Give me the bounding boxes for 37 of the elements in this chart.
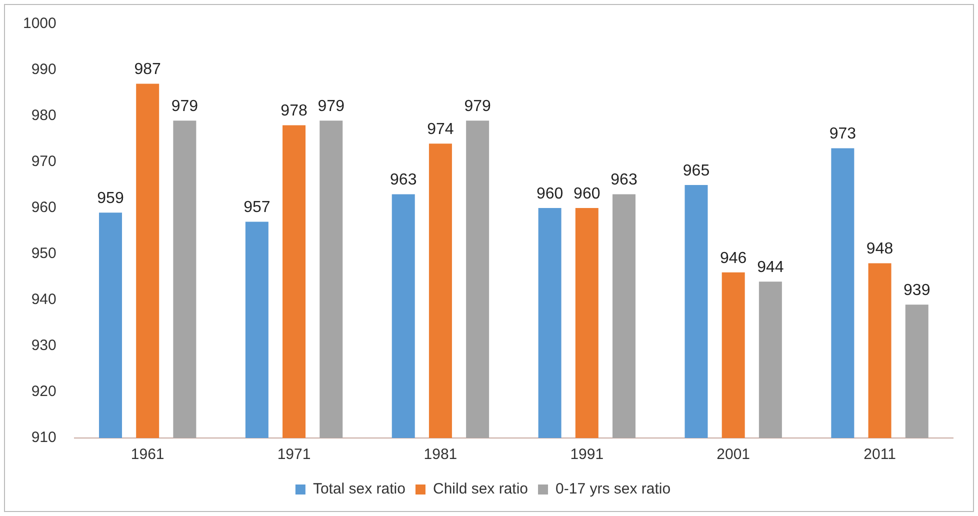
x-tick-label: 1971 — [277, 446, 311, 464]
data-label: 948 — [866, 240, 894, 258]
data-label: 987 — [134, 61, 162, 78]
data-label: 959 — [97, 190, 124, 208]
data-label: 957 — [244, 199, 270, 216]
x-tick-label: 2011 — [864, 446, 896, 464]
y-tick-label: 990 — [31, 61, 56, 78]
x-tick-label: 1991 — [570, 446, 604, 464]
data-label: 939 — [904, 282, 930, 300]
data-label: 963 — [610, 172, 638, 189]
data-label: 965 — [682, 162, 710, 180]
y-tick-label: 940 — [31, 291, 56, 308]
legend-label: Child sex ratio — [432, 480, 528, 498]
y-tick-label: 910 — [31, 429, 56, 446]
x-tick-label: 2001 — [716, 446, 750, 464]
data-label: 979 — [464, 98, 492, 116]
data-label: 944 — [757, 259, 784, 276]
data-label: 946 — [720, 250, 747, 267]
y-tick-label: 960 — [31, 199, 56, 216]
data-label: 960 — [574, 185, 600, 202]
x-tick-label: 1981 — [424, 446, 458, 464]
y-tick-label: 930 — [31, 337, 56, 354]
data-label: 979 — [171, 98, 198, 116]
legend-label: Total sex ratio — [312, 480, 406, 498]
y-tick-label: 920 — [31, 383, 56, 400]
data-label: 974 — [427, 121, 454, 138]
y-tick-label: 1000 — [22, 15, 56, 32]
data-label: 973 — [829, 126, 856, 143]
data-label: 979 — [318, 98, 345, 116]
data-label: 963 — [390, 172, 417, 189]
legend-label: 0-17 yrs sex ratio — [556, 480, 671, 498]
data-label: 978 — [280, 102, 308, 120]
y-tick-label: 970 — [31, 153, 56, 170]
data-label: 960 — [536, 185, 564, 202]
x-tick-label: 1961 — [130, 446, 164, 464]
y-tick-label: 950 — [31, 245, 56, 262]
y-tick-label: 980 — [31, 107, 56, 124]
